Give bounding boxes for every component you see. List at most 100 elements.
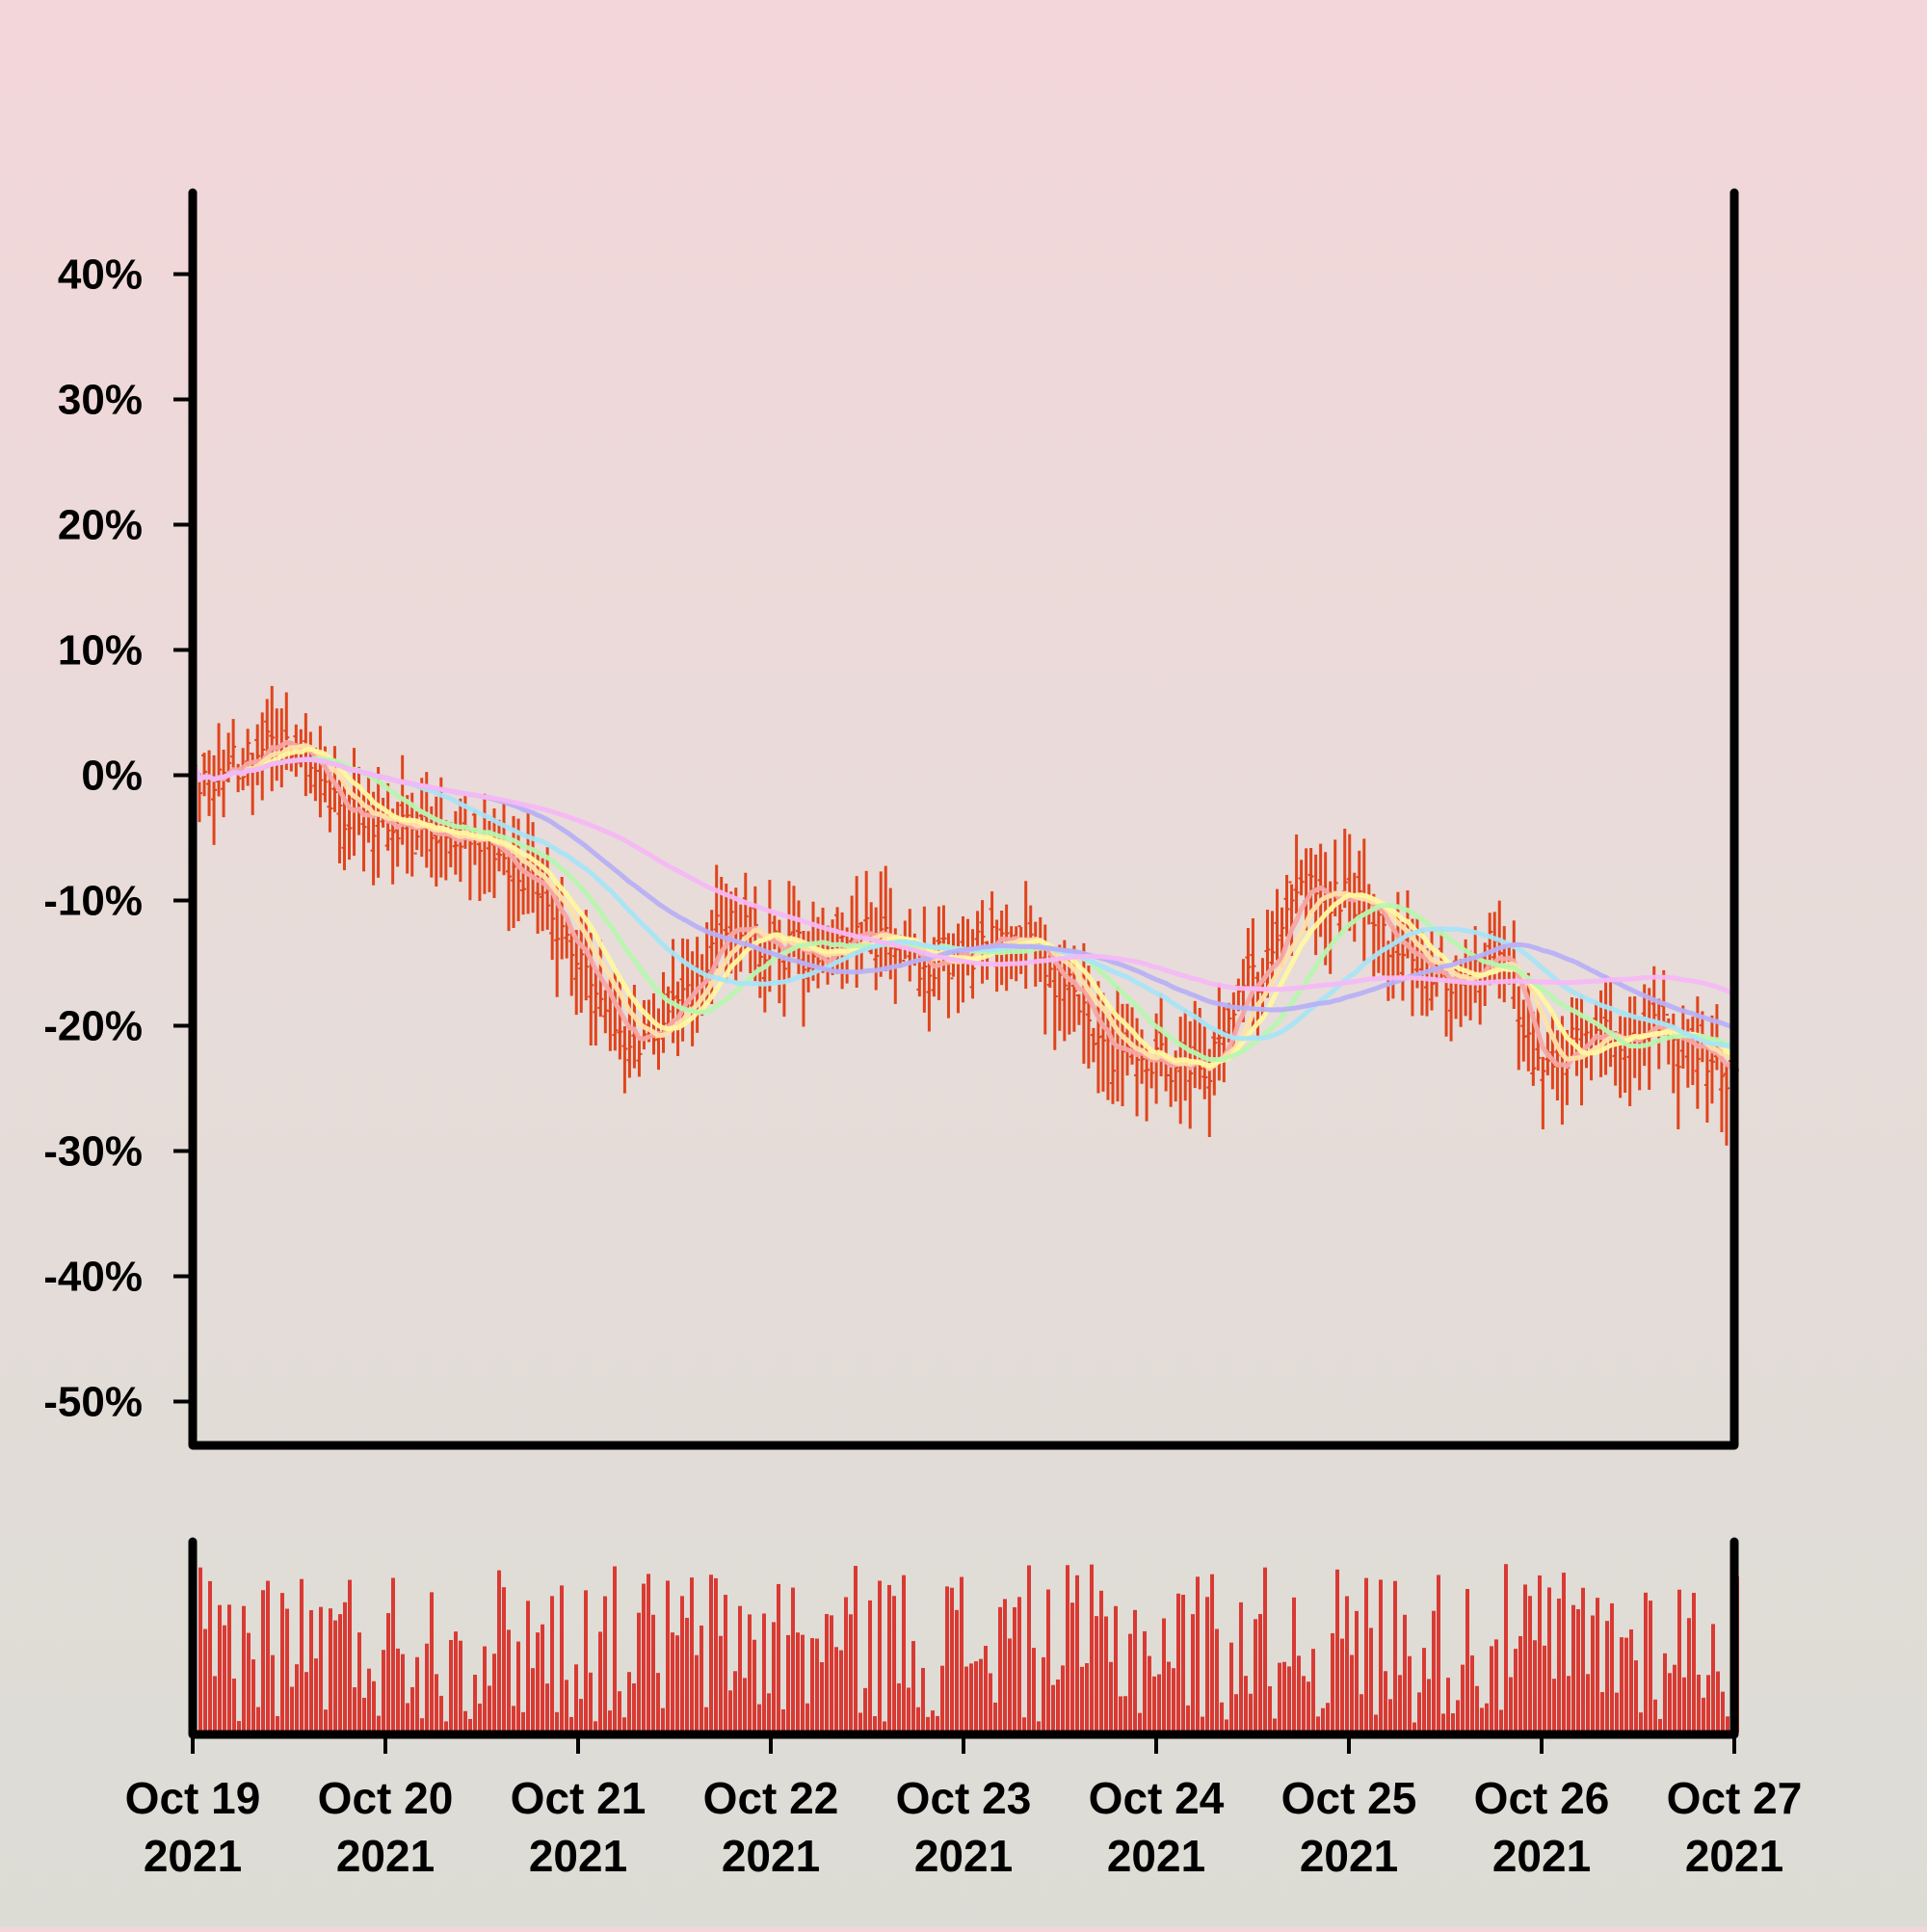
volume-bar bbox=[1687, 1618, 1691, 1733]
y-tick-label: 10% bbox=[58, 627, 143, 675]
volume-bar bbox=[974, 1661, 978, 1733]
volume-bar bbox=[1114, 1605, 1118, 1733]
volume-bar bbox=[1528, 1596, 1532, 1733]
volume-bar bbox=[1504, 1564, 1508, 1733]
volume-bar bbox=[1176, 1593, 1180, 1733]
volume-bar bbox=[343, 1601, 347, 1733]
volume-bar bbox=[1172, 1668, 1175, 1733]
volume-bar bbox=[1282, 1661, 1286, 1733]
volume-bar bbox=[964, 1666, 968, 1733]
volume-bar bbox=[396, 1648, 400, 1733]
volume-bar bbox=[439, 1695, 443, 1733]
volume-bar bbox=[1263, 1567, 1267, 1733]
volume-bar bbox=[324, 1709, 328, 1733]
volume-bar bbox=[276, 1715, 279, 1733]
volume-bar bbox=[1205, 1597, 1209, 1733]
volume-bar bbox=[1576, 1608, 1580, 1733]
volume-bar bbox=[1032, 1648, 1036, 1733]
volume-bar bbox=[579, 1699, 583, 1733]
x-tick-label: Oct 24 bbox=[1089, 1773, 1225, 1823]
volume-bar bbox=[348, 1579, 352, 1733]
volume-bar bbox=[950, 1587, 954, 1733]
volume-bar bbox=[1591, 1615, 1595, 1733]
volume-bar bbox=[704, 1707, 708, 1733]
volume-bar bbox=[1143, 1630, 1147, 1733]
volume-bar bbox=[1037, 1721, 1041, 1733]
volume-bar bbox=[815, 1638, 819, 1733]
volume-axes-frame bbox=[188, 1537, 1739, 1739]
volume-bar bbox=[791, 1587, 795, 1733]
volume-bar bbox=[960, 1576, 964, 1733]
volume-bar bbox=[1359, 1694, 1363, 1733]
volume-bar bbox=[1119, 1696, 1122, 1733]
volume-bar bbox=[444, 1721, 448, 1733]
volume-bar bbox=[1066, 1565, 1069, 1733]
x-tick-label: 2021 bbox=[529, 1831, 627, 1881]
volume-bar bbox=[1518, 1635, 1522, 1733]
volume-bar bbox=[1552, 1679, 1556, 1733]
volume-bar bbox=[627, 1672, 631, 1733]
volume-bar bbox=[796, 1632, 800, 1733]
volume-bar bbox=[1017, 1597, 1021, 1733]
volume-bar bbox=[690, 1577, 694, 1733]
volume-bar bbox=[203, 1628, 207, 1733]
volume-bar bbox=[772, 1622, 776, 1733]
volume-bar bbox=[382, 1650, 385, 1733]
volume-bar bbox=[1162, 1618, 1166, 1733]
volume-bar bbox=[618, 1691, 621, 1733]
volume-bar bbox=[743, 1678, 747, 1733]
volume-bar bbox=[492, 1654, 496, 1733]
volume-bar bbox=[594, 1721, 597, 1733]
volume-bar bbox=[700, 1625, 703, 1733]
volume-bar bbox=[531, 1668, 535, 1733]
volume-bar bbox=[926, 1716, 930, 1733]
volume-bar bbox=[1668, 1673, 1672, 1733]
volume-bar bbox=[1075, 1575, 1079, 1733]
volume-bar bbox=[1697, 1674, 1701, 1733]
volume-bar bbox=[1196, 1576, 1200, 1733]
volume-bar bbox=[1557, 1598, 1561, 1733]
volume-bar bbox=[285, 1608, 289, 1733]
volume-bar bbox=[1051, 1684, 1055, 1733]
volume-bar bbox=[1128, 1633, 1132, 1733]
volume-bar bbox=[637, 1612, 641, 1733]
volume-bar bbox=[1412, 1722, 1416, 1733]
volume-bar bbox=[1369, 1628, 1373, 1733]
x-tick-label: Oct 26 bbox=[1474, 1773, 1610, 1823]
volume-bar bbox=[724, 1595, 727, 1733]
volume-bar bbox=[979, 1658, 983, 1733]
volume-bar bbox=[1080, 1666, 1084, 1733]
volume-bar bbox=[1311, 1649, 1315, 1733]
volume-bar bbox=[304, 1672, 308, 1733]
volume-bar bbox=[1181, 1595, 1185, 1733]
volume-bar bbox=[685, 1617, 689, 1733]
volume-bar bbox=[386, 1613, 390, 1733]
volume-bar bbox=[1268, 1685, 1272, 1733]
volume-bar bbox=[1547, 1587, 1551, 1733]
volume-bar bbox=[560, 1585, 564, 1733]
volume-bar bbox=[232, 1678, 236, 1733]
x-tick-label: 2021 bbox=[336, 1831, 435, 1881]
volume-bar bbox=[198, 1567, 202, 1733]
volume-bar bbox=[1480, 1707, 1484, 1733]
volume-bar bbox=[1374, 1714, 1378, 1733]
volume-bar bbox=[357, 1632, 361, 1733]
volume-bar bbox=[801, 1634, 805, 1733]
volume-bar bbox=[897, 1682, 901, 1733]
moving-average-line bbox=[192, 756, 1738, 997]
volume-bar bbox=[1567, 1676, 1571, 1733]
volume-bar bbox=[622, 1717, 626, 1733]
volume-bar bbox=[1123, 1696, 1127, 1733]
volume-bar bbox=[598, 1631, 602, 1733]
volume-bar bbox=[1388, 1699, 1392, 1733]
volume-bar bbox=[1658, 1718, 1662, 1733]
volume-bar bbox=[1350, 1654, 1354, 1733]
volume-bar bbox=[300, 1578, 304, 1733]
volume-bar bbox=[555, 1711, 559, 1733]
volume-bar bbox=[892, 1596, 896, 1733]
volume-bar bbox=[984, 1646, 988, 1733]
volume-bar bbox=[1716, 1671, 1720, 1733]
volume-bar bbox=[1470, 1654, 1474, 1733]
volume-bar bbox=[208, 1580, 212, 1733]
volume-bar bbox=[1254, 1619, 1257, 1733]
